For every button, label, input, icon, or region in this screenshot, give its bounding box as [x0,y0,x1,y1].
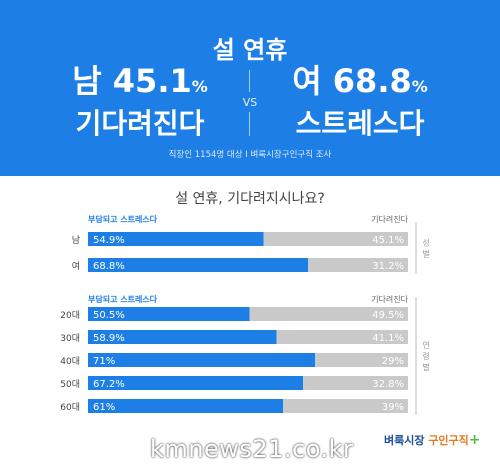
logo-main-text: 벼룩시장 [384,434,429,447]
brand-logo: 벼룩시장 구인구직+ [384,432,481,448]
gender-bar-stress-label: 68.8% [93,261,125,272]
age-bar-wait-label: 29% [382,356,404,367]
age-category-label: 30대 [60,333,80,344]
gender-group-label-char: 별 [422,249,429,259]
age-bar-wait [276,330,408,344]
male-stat-caption: 기다려진다 [75,107,205,140]
vs-label: VS [242,96,258,109]
age-legend-stress: 부담되고 스트레스다 [88,294,158,304]
age-bar-stress [88,307,250,321]
gender-legend-wait: 기다려진다 [371,214,408,224]
age-bar-stress [88,376,304,390]
vs-divider-top [249,70,250,92]
male-stat: 남 45.1% 기다려진다 [40,62,240,142]
gender-category-label: 남 [72,235,80,246]
header-banner: 설 연휴 남 45.1% 기다려진다 VS 여 68.8% 스트레스다 직장인 … [0,0,500,176]
site-watermark: kmnews21.co.kr [150,435,354,463]
male-stat-value: 남 45.1 [72,62,192,100]
logo-plus-icon: + [468,432,481,448]
age-bar-wait-label: 39% [382,402,404,413]
logo-accent-text: 구인구직 [428,434,469,447]
gender-bar-wait [263,232,408,246]
gender-category-label: 여 [72,260,80,272]
vs-divider-bottom [249,112,250,136]
gender-group-label-char: 성 [422,239,429,248]
age-bar-wait-label: 32.8% [372,379,404,390]
gender-bar-wait-label: 45.1% [372,235,404,246]
age-bar-stress-label: 58.9% [93,333,125,344]
age-bar-wait [249,307,408,321]
age-group-label-char: 연 [422,341,429,350]
gender-legend-stress: 부담되고 스트레스다 [88,214,158,224]
age-bar-stress-label: 50.5% [93,310,125,321]
age-bar-stress [88,399,284,413]
gender-bar-stress-label: 54.9% [93,235,125,246]
female-stat-caption: 스트레스다 [295,107,425,140]
age-bar-wait [283,399,408,413]
age-bar-wait [303,376,408,390]
female-stat: 여 68.8% 스트레스다 [260,62,460,142]
survey-question: 설 연휴, 기다려지시나요? [175,191,325,207]
gender-bar-wait [308,258,408,272]
age-bar-wait-label: 49.5% [372,310,404,321]
age-bar-stress-label: 67.2% [93,379,125,390]
female-stat-value: 여 68.8 [292,62,412,100]
age-bar-stress-label: 61% [93,402,115,413]
age-group-label-char: 령 [422,352,429,361]
male-stat-unit: % [191,77,208,96]
age-legend-wait: 기다려진다 [371,294,408,304]
survey-source: 직장인 1154명 대상 I 벼룩시장구인구직 조사 [168,150,332,160]
age-bar-stress-label: 71% [93,356,115,367]
age-bar-wait [315,353,408,367]
age-category-label: 40대 [60,356,80,367]
age-category-label: 60대 [60,402,80,413]
age-bar-wait-label: 41.1% [372,333,404,344]
female-stat-unit: % [411,77,428,96]
age-group-label-char: 별 [422,362,429,372]
age-category-label: 20대 [60,310,80,321]
age-bar-stress [88,353,316,367]
banner-title: 설 연휴 [212,36,288,64]
age-category-label: 50대 [60,379,80,390]
gender-bar-stress [88,232,264,246]
gender-bar-stress [88,258,309,272]
gender-bar-wait-label: 31.2% [372,261,404,272]
age-bar-stress [88,330,277,344]
